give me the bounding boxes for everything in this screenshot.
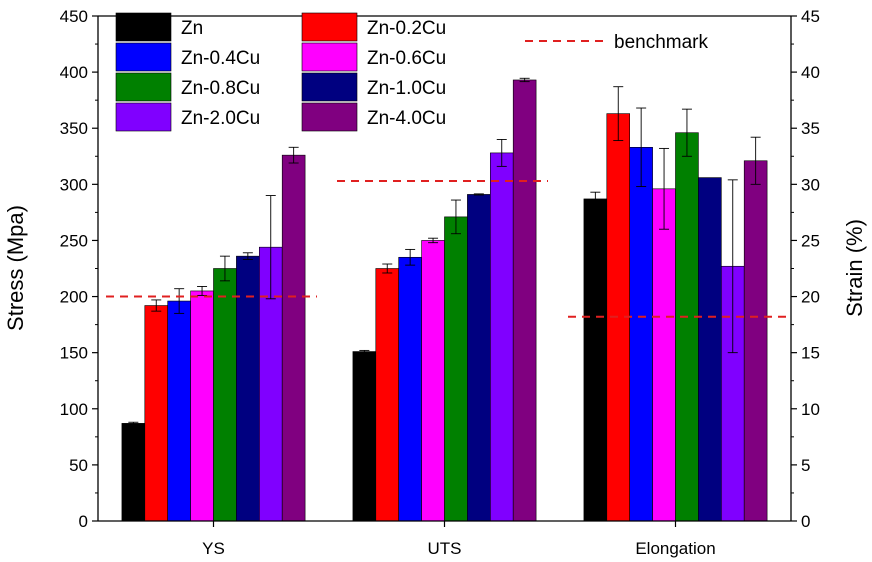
x-ticks: YS UTS Elongation (202, 521, 716, 558)
y-right-axis-title: Strain (%) (842, 219, 867, 317)
right-tick-label: 40 (801, 63, 820, 82)
right-tick-label: 30 (801, 175, 820, 194)
legend-swatch (115, 42, 172, 72)
legend-swatch (301, 42, 358, 72)
bar (398, 256, 422, 522)
bar (167, 300, 191, 522)
right-tick-label: 45 (801, 7, 820, 26)
legend-label: Zn-4.0Cu (367, 108, 446, 129)
right-tick-label: 15 (801, 344, 820, 363)
legend-label: Zn-2.0Cu (181, 108, 260, 129)
right-tick-label: 5 (801, 456, 810, 475)
bar (652, 188, 676, 522)
legend-label: Zn-0.2Cu (367, 18, 446, 39)
left-ticks: 0 50 100 150 200 250 300 350 400 450 (60, 7, 98, 531)
bar (281, 154, 306, 522)
left-tick-label: 100 (60, 400, 88, 419)
bar (190, 290, 214, 522)
errorbars-layer (128, 77, 761, 425)
legend-label: Zn-1.0Cu (367, 78, 446, 99)
x-tick-label: Elongation (635, 539, 715, 558)
right-tick-label: 10 (801, 400, 820, 419)
bar (512, 79, 537, 522)
right-ticks: 0 5 10 15 20 25 30 35 40 45 (791, 7, 820, 531)
bar (467, 194, 491, 522)
bar (629, 147, 653, 522)
right-tick-label: 20 (801, 288, 820, 307)
legend-swatch (301, 72, 358, 102)
bar (352, 351, 377, 522)
bars-layer (121, 79, 768, 522)
left-tick-label: 350 (60, 119, 88, 138)
benchmark-layer (106, 179, 791, 318)
legend-swatch (115, 72, 172, 102)
left-tick-label: 250 (60, 231, 88, 250)
legend-swatch (115, 12, 172, 42)
legend-swatch (301, 102, 358, 132)
bar (698, 177, 722, 522)
legend-label: Zn-0.8Cu (181, 78, 260, 99)
bar (421, 240, 445, 522)
right-tick-label: 0 (801, 512, 810, 531)
right-tick-label: 35 (801, 119, 820, 138)
bar (675, 132, 699, 522)
left-tick-label: 300 (60, 175, 88, 194)
legend-label: Zn-0.6Cu (367, 48, 446, 69)
legend-swatch (115, 102, 172, 132)
legend-label: Zn-0.4Cu (181, 48, 260, 69)
bar (375, 268, 399, 522)
left-tick-label: 50 (69, 456, 88, 475)
left-tick-label: 200 (60, 288, 88, 307)
legend-benchmark-label: benchmark (614, 32, 708, 53)
legend-swatch (301, 12, 358, 42)
bar (489, 152, 514, 522)
x-tick-label: YS (202, 539, 225, 558)
bar (583, 198, 608, 522)
left-tick-label: 400 (60, 63, 88, 82)
y-left-axis-title: Stress (Mpa) (3, 205, 28, 331)
left-tick-label: 150 (60, 344, 88, 363)
bar (121, 423, 146, 522)
legend: Zn Zn-0.2Cu Zn-0.4Cu Zn-0.6Cu Zn-0.8Cu Zn-1.0… (115, 12, 708, 132)
legend-label: Zn (181, 18, 203, 39)
bar (144, 305, 169, 522)
bar (213, 268, 237, 522)
right-tick-label: 25 (801, 231, 820, 250)
x-tick-label: UTS (428, 539, 462, 558)
left-tick-label: 0 (79, 512, 88, 531)
bar (743, 160, 768, 522)
left-tick-label: 450 (60, 7, 88, 26)
bar (444, 216, 468, 522)
